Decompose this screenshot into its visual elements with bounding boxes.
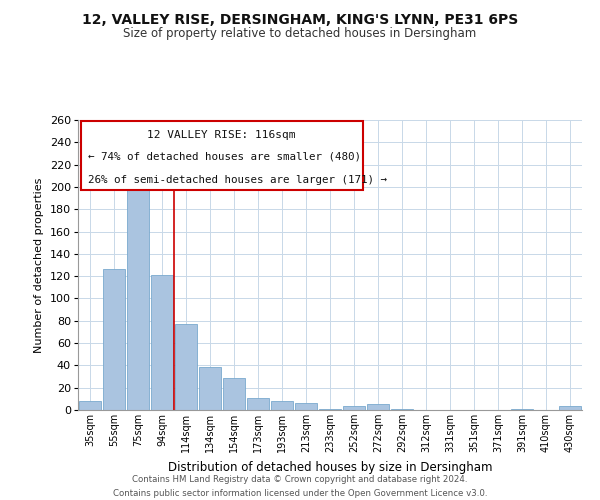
Bar: [559, 406, 581, 410]
Bar: [127, 166, 149, 410]
Bar: [175, 324, 197, 410]
Text: 26% of semi-detached houses are larger (171) →: 26% of semi-detached houses are larger (…: [88, 175, 387, 185]
Bar: [247, 398, 269, 410]
Bar: [223, 378, 245, 410]
Bar: [103, 270, 125, 410]
X-axis label: Distribution of detached houses by size in Dersingham: Distribution of detached houses by size …: [168, 460, 492, 473]
Bar: [199, 366, 221, 410]
Bar: [79, 401, 101, 410]
FancyBboxPatch shape: [80, 122, 363, 190]
Y-axis label: Number of detached properties: Number of detached properties: [34, 178, 44, 352]
Text: Contains HM Land Registry data © Crown copyright and database right 2024.
Contai: Contains HM Land Registry data © Crown c…: [113, 476, 487, 498]
Bar: [343, 406, 365, 410]
Bar: [151, 275, 173, 410]
Bar: [511, 409, 533, 410]
Text: Size of property relative to detached houses in Dersingham: Size of property relative to detached ho…: [124, 28, 476, 40]
Bar: [391, 409, 413, 410]
Bar: [271, 401, 293, 410]
Text: ← 74% of detached houses are smaller (480): ← 74% of detached houses are smaller (48…: [88, 152, 361, 162]
Bar: [367, 404, 389, 410]
Bar: [319, 409, 341, 410]
Bar: [295, 404, 317, 410]
Text: 12 VALLEY RISE: 116sqm: 12 VALLEY RISE: 116sqm: [148, 130, 296, 140]
Text: 12, VALLEY RISE, DERSINGHAM, KING'S LYNN, PE31 6PS: 12, VALLEY RISE, DERSINGHAM, KING'S LYNN…: [82, 12, 518, 26]
